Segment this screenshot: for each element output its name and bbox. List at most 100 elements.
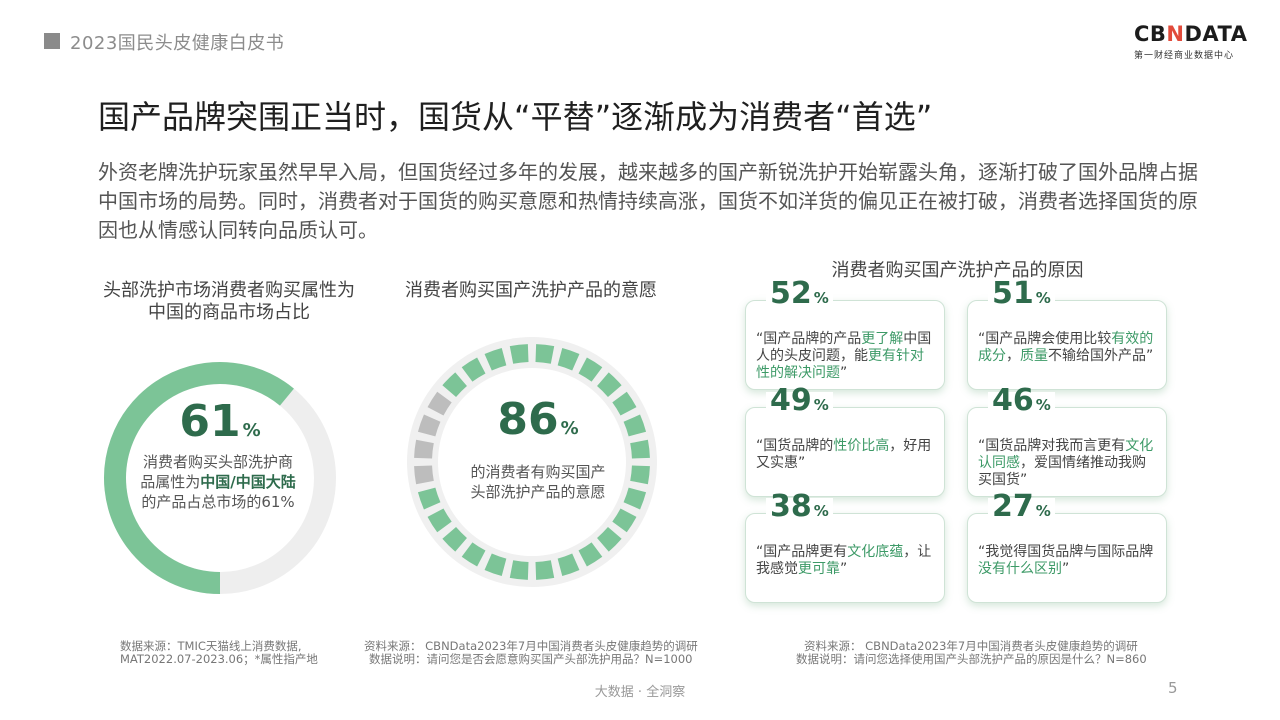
ring-segment-on [612,508,637,533]
header-title: 2023国民头皮健康白皮书 [70,33,285,54]
reason-card-value: 51% [988,279,1055,309]
ring-segment-on [417,487,441,510]
ring-segment-on [461,357,486,382]
reason-highlight: 有效的成分 [978,331,1154,364]
ring-segment-off [427,391,452,416]
ring-segment-on [597,527,622,552]
reason-text: “国货品牌的性价比高，好用又实惠” [756,438,934,472]
left-chart-title-line2: 中国的商品市场占比 [148,302,310,323]
reason-text: “国产品牌的产品更了解中国人的头皮问题，能更有针对性的解决问题” [756,331,934,382]
reason-card: 46% “国货品牌对我而言更有文化认同感，爱国情绪推动我购买国货” [967,386,1167,497]
mid-source-note: 资料来源： CBNData2023年7月中国消费者头皮健康趋势的调研 数据说明：… [364,640,698,666]
reason-highlight: 更了解 [861,331,904,347]
reason-text-part: ” [840,365,848,381]
reason-unit: % [813,396,829,414]
logo-brand-post: DATA [1184,22,1248,46]
reason-text-part: 不输给国外产品” [1048,348,1154,364]
ring-segment-on [612,391,637,416]
left-chart-description: 消费者购买头部洗护商 品属性为中国/中国大陆 的产品占总市场的61% [126,452,310,512]
ring-segment-on [535,344,555,364]
reason-card: 38% “国产品牌更有文化底蕴，让我感觉更可靠” [745,492,945,603]
reason-card-value: 49% [766,386,833,416]
ring-segment-off [414,465,434,485]
reason-card-value: 52% [766,279,833,309]
page-title: 国产品牌突围正当时，国货从“平替”逐渐成为消费者“首选” [98,98,933,136]
reason-unit: % [813,502,829,520]
ring-segment-on [427,508,452,533]
reason-text-part: ，爱国情绪推动我购买国货” [978,455,1146,488]
ring-segment-on [509,560,529,580]
reason-card-value: 38% [766,492,833,522]
ring-segment-on [630,439,650,459]
right-source-line1: 资料来源： CBNData2023年7月中国消费者头皮健康趋势的调研 [804,639,1138,653]
mid-ring-chart [407,337,657,587]
ring-segment-on [535,560,555,580]
ring-segment-on [509,344,529,364]
reason-card: 49% “国货品牌的性价比高，好用又实惠” [745,386,945,497]
reason-card-value: 27% [988,492,1055,522]
reason-unit: % [1035,502,1051,520]
ring-segment-on [442,372,467,397]
left-desc-line2-pre: 品属性为 [140,473,201,491]
reason-highlight: 质量 [1020,348,1048,364]
left-chart-value: 61% [130,396,310,447]
reason-text-part: ， [1006,348,1020,364]
header-square [44,33,60,49]
ring-segment-on [630,465,650,485]
mid-chart-description: 的消费者有购买国产 头部洗护产品的意愿 [440,462,636,502]
page-number: 5 [1168,679,1178,697]
mid-source-line1: 资料来源： CBNData2023年7月中国消费者头皮健康趋势的调研 [364,639,698,653]
left-value-unit: % [242,420,261,441]
ring-segment-on [623,487,647,510]
mid-value-number: 86 [497,394,559,445]
reason-text-part: ” [840,561,848,577]
reason-card: 52% “国产品牌的产品更了解中国人的头皮问题，能更有针对性的解决问题” [745,279,945,390]
reason-highlight: 文化认同感 [978,438,1154,471]
mid-source-line2: 数据说明：请问您是否会愿意购买国产头部洗护用品？N=1000 [369,652,693,666]
reason-highlight: 性价比高 [833,438,890,454]
right-chart-title: 消费者购买国产洗护产品的原因 [831,260,1084,281]
reason-value: 51 [992,276,1034,311]
left-source-line1: 数据来源：TMIC天猫线上消费数据, [120,639,302,653]
reason-text: “我觉得国货品牌与国际品牌没有什么区别” [978,544,1156,578]
reason-highlight: 更有针对性的解决问题 [756,348,924,381]
ring-segment-on [578,357,603,382]
reason-text-part: ，好用又实惠” [756,438,932,471]
reason-text-part: “国货品牌的 [756,438,834,454]
reason-value: 27 [992,489,1034,524]
logo-tagline: 第一财经商业数据中心 [1134,51,1235,61]
reason-text: “国货品牌对我而言更有文化认同感，爱国情绪推动我购买国货” [978,438,1156,489]
left-source-line2: MAT2022.07-2023.06；*属性指产地 [120,652,318,666]
left-value-number: 61 [179,396,241,447]
reason-highlight: 更可靠 [798,561,840,577]
ring-segment-on [484,553,507,577]
reason-text-part: “国产品牌会使用比较 [978,331,1112,347]
left-chart-title-line1: 头部洗护市场消费者购买属性为 [103,280,355,301]
left-desc-line3: 的产品占总市场的61% [141,493,295,511]
ring-segment-on [442,527,467,552]
reason-text-part: “国产品牌更有 [756,544,848,560]
reason-unit: % [813,289,829,307]
left-chart-title: 头部洗护市场消费者购买属性为 中国的商品市场占比 [96,280,362,324]
reason-text-part: “国货品牌对我而言更有 [978,438,1126,454]
reason-text: “国产品牌会使用比较有效的成分，质量不输给国外产品” [978,331,1156,365]
left-source-note: 数据来源：TMIC天猫线上消费数据, MAT2022.07-2023.06；*属… [120,640,318,666]
reason-text-part: ” [1062,561,1070,577]
left-desc-highlight: 中国/中国大陆 [200,473,296,491]
left-desc-line1: 消费者购买头部洗护商 [142,453,293,471]
logo-brand-x: N [1166,22,1185,46]
cbndata-logo: CB N DATA 第一财经商业数据中心 [1134,22,1247,61]
mid-ring-inner [438,368,626,556]
right-source-line2: 数据说明：请问您选择使用国产头部洗护产品的原因是什么？N=860 [796,652,1147,666]
reason-value: 52 [770,276,812,311]
ring-segment-on [623,414,647,437]
footer-slogan: 大数据 · 全洞察 [594,685,686,700]
reason-text-part: 中国人的头皮问题，能 [756,331,932,364]
ring-segment-on [597,372,622,397]
mid-chart-title: 消费者购买国产洗护产品的意愿 [405,280,657,301]
logo-brand-pre: CB [1134,22,1167,46]
ring-segment-off [417,414,441,437]
intro-paragraph: 外资老牌洗护玩家虽然早早入局，但国货经过多年的发展，越来越多的国产新锐洗护开始崭… [98,160,1198,242]
reason-highlight: 没有什么区别 [978,561,1062,577]
right-source-note: 资料来源： CBNData2023年7月中国消费者头皮健康趋势的调研 数据说明：… [796,640,1147,666]
